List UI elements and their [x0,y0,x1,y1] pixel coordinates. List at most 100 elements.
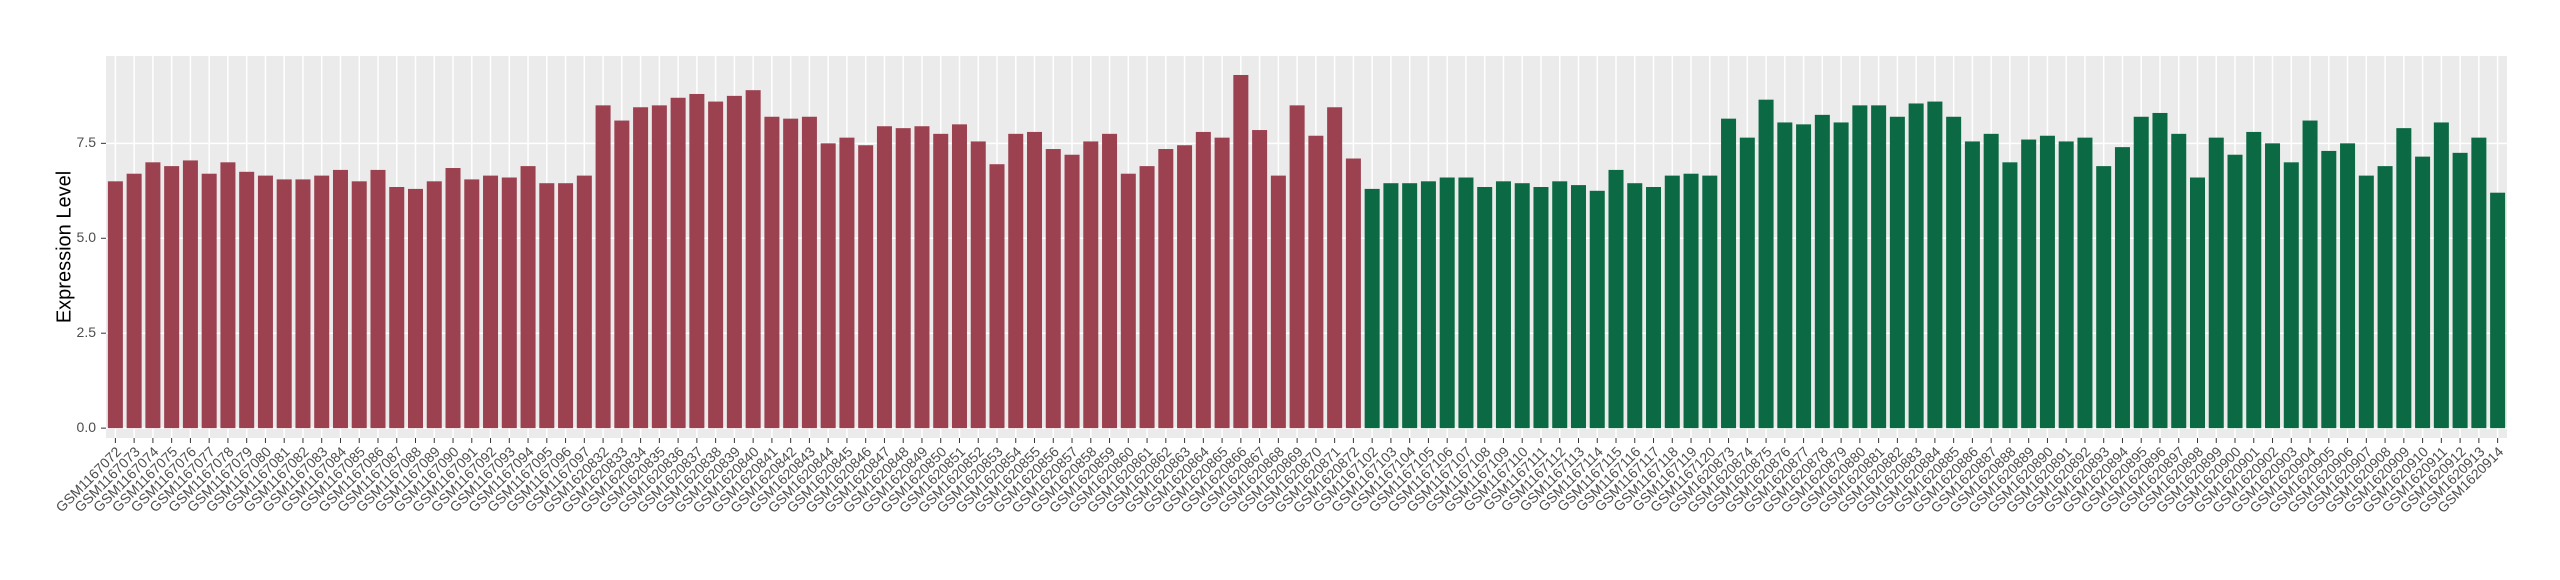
bar [295,179,311,429]
bar [933,133,949,429]
bar [1833,122,1849,429]
bar [1589,190,1605,429]
bar [876,126,892,429]
bar [2133,116,2149,429]
bar [1289,105,1305,429]
y-tick-label: 7.5 [77,134,97,150]
bar [1008,133,1024,429]
bar [1139,166,1155,429]
bar [2208,137,2224,429]
bar [1102,133,1118,429]
bar [2114,147,2130,429]
bar [1064,154,1080,429]
bar [126,173,142,429]
bar [1195,131,1211,429]
bar [1514,183,1530,429]
bar [1852,105,1868,429]
bar [370,169,386,429]
bar [1664,175,1680,429]
bar [2039,135,2055,429]
bar [2452,152,2468,429]
bar [914,126,930,429]
bar [1177,145,1193,429]
bar [1964,141,1980,429]
bar [145,162,161,429]
bar [1946,116,1962,429]
bar [1045,149,1061,429]
bar [2433,122,2449,429]
bar [1777,122,1793,429]
bar [745,90,761,429]
bar [1364,188,1380,429]
bar [2490,192,2506,429]
bar [389,187,405,429]
bar [445,168,461,429]
bar [1420,181,1436,429]
bar [820,143,836,429]
bar [1646,187,1662,429]
bar [1758,99,1774,429]
bar [708,101,724,429]
bar [858,145,874,429]
bar [783,118,799,429]
bar [2152,112,2168,429]
bar [1083,141,1099,429]
bar [1027,131,1043,429]
bar [1327,107,1343,429]
bar [332,169,348,429]
bar [2246,131,2262,429]
bar [801,116,817,429]
bar [1927,101,1943,429]
bar [1570,185,1586,429]
bar [220,162,236,429]
bar [257,175,273,429]
bar [576,175,592,429]
bar [1814,114,1830,429]
bar [1871,105,1887,429]
bar [1308,135,1324,429]
bar [1214,137,1230,429]
bar [989,164,1005,429]
bar [2227,154,2243,429]
bar [614,120,630,429]
bar [1533,187,1549,429]
bar [1439,177,1455,429]
bar [1721,118,1737,429]
bar [1908,103,1924,429]
bar [2058,141,2074,429]
bar [501,177,517,429]
bar [1796,124,1812,429]
y-tick-label: 5.0 [77,229,97,245]
bar [2302,120,2318,429]
bar [1627,183,1643,429]
bar [2096,166,2112,429]
bar [2171,133,2187,429]
bar [1402,183,1418,429]
bar [483,175,499,429]
bar [2189,177,2205,429]
bar [764,116,780,429]
bar [839,137,855,429]
bar [1345,158,1361,429]
bar [276,179,292,429]
bar [2077,137,2093,429]
bar [1739,137,1755,429]
bar [426,181,442,429]
bar [2321,150,2337,429]
bar [107,181,123,429]
bar [558,183,574,429]
bar [520,166,536,429]
bar [1458,177,1474,429]
bar [2471,137,2487,429]
bar [1983,133,1999,429]
bar [726,95,742,429]
bar [651,105,667,429]
bar [539,183,555,429]
y-axis-label: Expression Level [53,171,75,323]
bar [2377,166,2393,429]
bar [1608,169,1624,429]
bar [2021,139,2037,429]
bar [1683,173,1699,429]
